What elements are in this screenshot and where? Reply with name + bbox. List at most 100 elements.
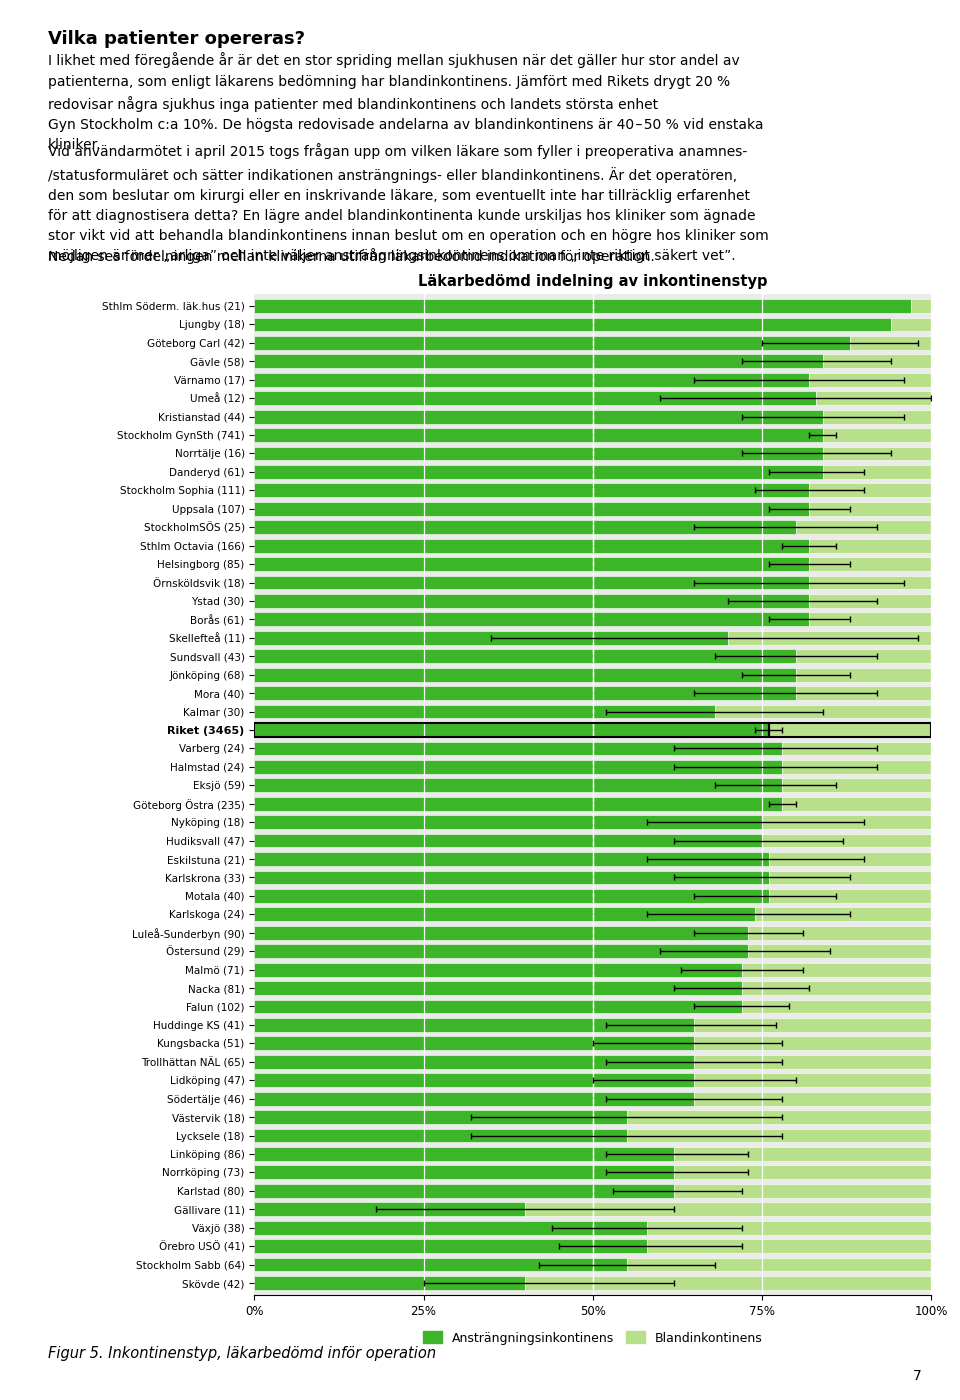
Bar [782,760,931,774]
Bar [782,778,931,792]
Bar [742,981,931,995]
Bar [254,760,782,774]
Bar [823,410,931,424]
Text: I likhet med föregående år är det en stor spriding mellan sjukhusen när det gäll: I likhet med föregående år är det en sto… [48,52,763,151]
Bar [769,722,931,736]
Bar [850,336,931,350]
Bar [891,318,931,332]
Bar [254,650,796,664]
Bar [809,483,931,497]
Bar [714,704,931,718]
Bar [823,354,931,368]
Bar [254,300,911,312]
Bar [769,871,931,885]
Bar [254,871,769,885]
Bar [254,833,762,847]
Bar [694,1036,931,1050]
Bar [809,539,931,553]
Bar [254,575,809,589]
Bar [756,907,931,921]
Bar [254,372,809,386]
Bar [728,631,931,645]
Bar [694,1054,931,1068]
Bar [769,722,931,736]
Bar [809,557,931,571]
Bar [254,1221,647,1235]
Bar [796,650,931,664]
Bar [254,742,782,756]
Bar [796,686,931,700]
Bar [254,778,782,792]
Bar [254,722,769,736]
Text: Vid användarmötet i april 2015 togs frågan upp om vilken läkare som fyller i pre: Vid användarmötet i april 2015 togs fråg… [48,144,769,263]
Title: Läkarbedömd indelning av inkontinenstyp: Läkarbedömd indelning av inkontinenstyp [418,273,768,288]
Bar [749,925,931,939]
Legend: Ansträngningsinkontinens, Blandinkontinens: Ansträngningsinkontinens, Blandinkontine… [418,1326,768,1350]
Bar [254,668,796,682]
Bar [254,853,769,867]
Bar [796,668,931,682]
Bar [694,1018,931,1032]
Bar [525,1203,931,1217]
Bar [254,963,742,977]
Bar [627,1110,931,1124]
Bar [254,501,809,515]
Bar [254,447,823,461]
Bar [911,300,931,312]
Bar [647,1239,931,1253]
Bar [254,889,769,903]
Bar [254,318,891,332]
Bar [254,722,769,736]
Bar [809,612,931,626]
Bar [254,1074,694,1088]
Text: Nedan ses fördelningen mellan klinikerna utifrån läkarbedömd indikation för oper: Nedan ses fördelningen mellan klinikerna… [48,249,655,265]
Bar [254,944,749,958]
Bar [254,631,728,645]
Bar [674,1147,931,1161]
Bar [254,521,796,535]
Bar [809,575,931,589]
Bar [782,797,931,811]
Bar [742,963,931,977]
Bar [762,815,931,829]
Bar [254,815,762,829]
Bar [254,1018,694,1032]
Bar [254,1184,674,1198]
Bar [627,1257,931,1271]
Bar [809,501,931,515]
Bar [742,1000,931,1014]
Bar [674,1165,931,1179]
Bar [254,594,809,608]
Bar [694,1092,931,1106]
Bar [762,833,931,847]
Bar [254,483,809,497]
Bar [749,944,931,958]
Bar [694,1074,931,1088]
Bar [816,391,931,405]
Bar [254,428,823,442]
Bar [254,925,749,939]
Bar [254,539,809,553]
Bar [809,594,931,608]
Bar [254,981,742,995]
Bar [823,447,931,461]
Text: Figur 5. Inkontinenstyp, läkarbedömd inför operation: Figur 5. Inkontinenstyp, läkarbedömd inf… [48,1345,436,1361]
Bar [823,465,931,479]
Bar [769,889,931,903]
Bar [254,391,816,405]
Bar [254,465,823,479]
Bar [254,1203,525,1217]
Bar [254,612,809,626]
Bar [254,686,796,700]
Bar [254,1147,674,1161]
Bar [254,907,756,921]
Bar [254,1165,674,1179]
Bar [254,410,823,424]
Bar [769,853,931,867]
Bar [254,354,823,368]
Bar [782,742,931,756]
Bar [254,1000,742,1014]
Bar [254,1036,694,1050]
Text: 7: 7 [913,1369,922,1383]
Bar [809,372,931,386]
